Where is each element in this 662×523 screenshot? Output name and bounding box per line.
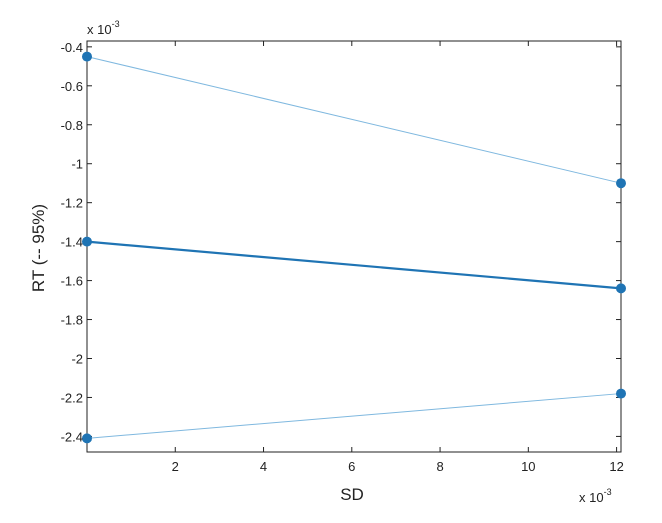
y-tick-label: -1.4 — [61, 235, 83, 250]
series-line-estimate — [86, 240, 622, 290]
y-tick-label: -0.4 — [61, 40, 83, 55]
y-tick-label: -1 — [71, 157, 83, 172]
x-tick-label: 10 — [521, 459, 535, 474]
data-point-estimate — [616, 283, 626, 294]
data-point-lower-bound — [82, 433, 92, 444]
series-line-lower-bound — [86, 393, 622, 439]
y-tick-label: -0.8 — [61, 118, 83, 133]
data-point-estimate — [82, 236, 92, 247]
plot-area — [86, 40, 622, 453]
x-tick-label: 6 — [348, 459, 355, 474]
x-axis-label: SD — [340, 485, 364, 504]
x-tick-label: 8 — [436, 459, 443, 474]
y-axis-label: RT (-- 95%) — [29, 204, 48, 292]
y-tick-label: -1.2 — [61, 196, 83, 211]
x-axis-multiplier: x 10-3 — [579, 487, 612, 505]
x-tick-label: 4 — [260, 459, 267, 474]
tick-labels: 2 4 6 8 10 12 -0.4 -0.6 -0.8 -1 -1.2 -1.4 -1.6 -1.8 -2… — [61, 40, 624, 474]
y-tick-label: -2.4 — [61, 429, 83, 444]
data-point-upper-bound — [82, 51, 92, 62]
y-tick-label: -2 — [71, 352, 83, 367]
y-tick-label: -2.2 — [61, 390, 83, 405]
data-series — [86, 56, 622, 439]
y-tick-label: -1.6 — [61, 274, 83, 289]
data-markers — [82, 51, 626, 444]
x-tick-label: 12 — [609, 459, 623, 474]
series-line-upper-bound — [86, 56, 622, 184]
x-tick-label: 2 — [172, 459, 179, 474]
y-axis-multiplier: x 10-3 — [87, 19, 120, 37]
y-tick-label: -0.6 — [61, 79, 83, 94]
data-point-lower-bound — [616, 388, 626, 399]
data-point-upper-bound — [616, 178, 626, 189]
y-tick-label: -1.8 — [61, 313, 83, 328]
plot-border — [86, 40, 622, 453]
